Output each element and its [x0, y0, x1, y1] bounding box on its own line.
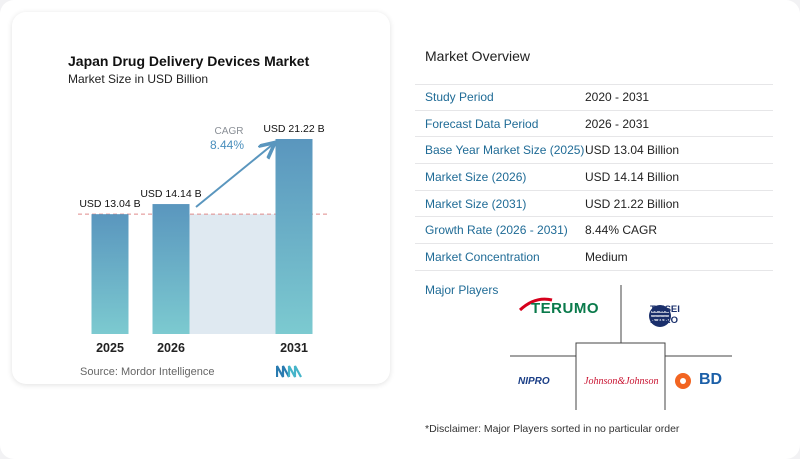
overview-row: Study Period 2020 - 2031: [415, 84, 773, 111]
cagr-label: CAGR: [215, 126, 244, 137]
bar-2025: [91, 214, 129, 334]
overview-value: USD 13.04 Billion: [585, 143, 680, 158]
overview-label: Forecast Data Period: [425, 116, 539, 131]
bar-2026: [152, 204, 190, 334]
cagr-value: 8.44%: [210, 138, 244, 152]
data-label-2031: USD 21.22 B: [263, 123, 324, 135]
overview-label: Study Period: [425, 90, 494, 105]
cagr-arrow: [195, 145, 272, 208]
taisei-line2: KAKO: [650, 315, 678, 326]
overview-value: 2026 - 2031: [585, 116, 650, 131]
major-players-title: Major Players: [425, 283, 499, 297]
chart-subtitle: Market Size in USD Billion: [68, 72, 209, 86]
overview-label: Growth Rate (2026 - 2031): [425, 223, 568, 238]
mordor-intelligence-logo: [276, 365, 302, 378]
overview-row: Base Year Market Size (2025) USD 13.04 Bi…: [415, 137, 773, 165]
terumo-swoosh: [518, 297, 553, 312]
source-note: Source: Mordor Intelligence: [80, 366, 215, 378]
overview-label: Market Concentration: [425, 249, 540, 264]
taisei-line1: TAISEI: [650, 304, 680, 315]
nipro-logo: NIPRO: [518, 376, 550, 387]
growth-shade-area: [189, 214, 276, 334]
data-label-2026: USD 14.14 B: [140, 188, 201, 200]
x-tick-2026: 2026: [157, 341, 185, 355]
overview-row: Growth Rate (2026 - 2031) 8.44% CAGR: [415, 217, 773, 245]
disclaimer: *Disclaimer: Major Players sorted in no …: [425, 423, 680, 435]
x-tick-2025: 2025: [96, 341, 124, 355]
data-label-2025: USD 13.04 B: [79, 198, 140, 210]
overview-row: Market Size (2031) USD 21.22 Billion: [415, 191, 773, 218]
overview-row: Market Size (2026) USD 14.14 Billion: [415, 164, 773, 191]
overview-table: Study Period 2020 - 2031 Forecast Data Per…: [415, 84, 773, 271]
overview-value: USD 21.22 Billion: [585, 196, 680, 211]
overview-row: Market Concentration Medium: [415, 244, 773, 271]
johnson-and-johnson-logo: Johnson&Johnson: [584, 376, 659, 387]
chart-title: Japan Drug Delivery Devices Market: [68, 53, 310, 69]
overview-value: 2020 - 2031: [585, 90, 650, 105]
bar-2031: [275, 139, 313, 334]
overview-label: Market Size (2031): [425, 196, 527, 211]
grid-line: [575, 342, 666, 410]
bd-logo: BD: [699, 371, 723, 388]
terumo-logo: TERUMO: [531, 300, 599, 317]
overview-value: 8.44% CAGR: [585, 223, 658, 238]
overview-row: Forecast Data Period 2026 - 2031: [415, 111, 773, 138]
x-tick-2031: 2031: [280, 341, 308, 355]
taisei-kako-logo: TAISEI KAKO: [650, 304, 680, 326]
overview-value: USD 14.14 Billion: [585, 169, 680, 184]
overview-value: Medium: [585, 249, 628, 264]
overview-label: Market Size (2026): [425, 169, 527, 184]
overview-title: Market Overview: [425, 48, 531, 64]
overview-label: Base Year Market Size (2025): [425, 143, 585, 158]
